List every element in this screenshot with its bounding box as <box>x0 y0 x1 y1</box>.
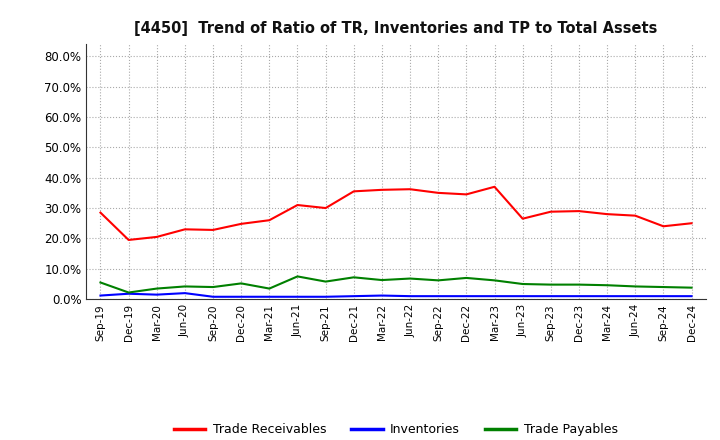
Trade Payables <box>293 274 302 279</box>
Line: Trade Receivables: Trade Receivables <box>101 187 691 240</box>
Trade Payables <box>321 279 330 284</box>
Trade Payables <box>209 284 217 290</box>
Inventories <box>631 293 639 299</box>
Inventories <box>406 293 415 299</box>
Inventories <box>659 293 667 299</box>
Trade Receivables <box>265 217 274 223</box>
Inventories <box>237 294 246 299</box>
Inventories <box>96 293 105 298</box>
Trade Payables <box>265 286 274 291</box>
Inventories <box>321 294 330 299</box>
Legend: Trade Receivables, Inventories, Trade Payables: Trade Receivables, Inventories, Trade Pa… <box>169 418 623 440</box>
Trade Receivables <box>349 189 358 194</box>
Trade Receivables <box>377 187 386 192</box>
Title: [4450]  Trend of Ratio of TR, Inventories and TP to Total Assets: [4450] Trend of Ratio of TR, Inventories… <box>135 21 657 36</box>
Trade Payables <box>631 284 639 289</box>
Trade Payables <box>349 275 358 280</box>
Trade Payables <box>462 275 471 281</box>
Inventories <box>462 293 471 299</box>
Trade Payables <box>125 290 133 295</box>
Trade Receivables <box>518 216 527 221</box>
Inventories <box>434 293 443 299</box>
Trade Receivables <box>490 184 499 190</box>
Trade Payables <box>237 281 246 286</box>
Trade Receivables <box>603 212 611 217</box>
Trade Receivables <box>209 227 217 233</box>
Trade Payables <box>406 276 415 281</box>
Inventories <box>575 293 583 299</box>
Trade Receivables <box>462 192 471 197</box>
Trade Receivables <box>181 227 189 232</box>
Trade Receivables <box>153 234 161 239</box>
Inventories <box>518 293 527 299</box>
Inventories <box>265 294 274 299</box>
Trade Payables <box>181 284 189 289</box>
Inventories <box>153 292 161 297</box>
Trade Receivables <box>575 209 583 214</box>
Trade Payables <box>546 282 555 287</box>
Trade Payables <box>603 282 611 288</box>
Trade Payables <box>96 280 105 285</box>
Line: Inventories: Inventories <box>101 293 691 297</box>
Trade Receivables <box>321 205 330 211</box>
Inventories <box>293 294 302 299</box>
Trade Receivables <box>434 190 443 195</box>
Trade Receivables <box>546 209 555 214</box>
Trade Receivables <box>293 202 302 208</box>
Trade Payables <box>490 278 499 283</box>
Trade Receivables <box>631 213 639 218</box>
Trade Receivables <box>125 237 133 242</box>
Inventories <box>181 290 189 296</box>
Trade Receivables <box>406 187 415 192</box>
Trade Payables <box>575 282 583 287</box>
Trade Receivables <box>96 210 105 215</box>
Trade Payables <box>659 284 667 290</box>
Trade Payables <box>687 285 696 290</box>
Inventories <box>349 293 358 299</box>
Inventories <box>209 294 217 299</box>
Inventories <box>125 291 133 297</box>
Inventories <box>687 293 696 299</box>
Trade Receivables <box>659 224 667 229</box>
Trade Payables <box>434 278 443 283</box>
Inventories <box>490 293 499 299</box>
Inventories <box>546 293 555 299</box>
Inventories <box>377 293 386 298</box>
Trade Receivables <box>687 220 696 226</box>
Line: Trade Payables: Trade Payables <box>101 276 691 293</box>
Trade Receivables <box>237 221 246 227</box>
Inventories <box>603 293 611 299</box>
Trade Payables <box>153 286 161 291</box>
Trade Payables <box>518 281 527 286</box>
Trade Payables <box>377 278 386 283</box>
